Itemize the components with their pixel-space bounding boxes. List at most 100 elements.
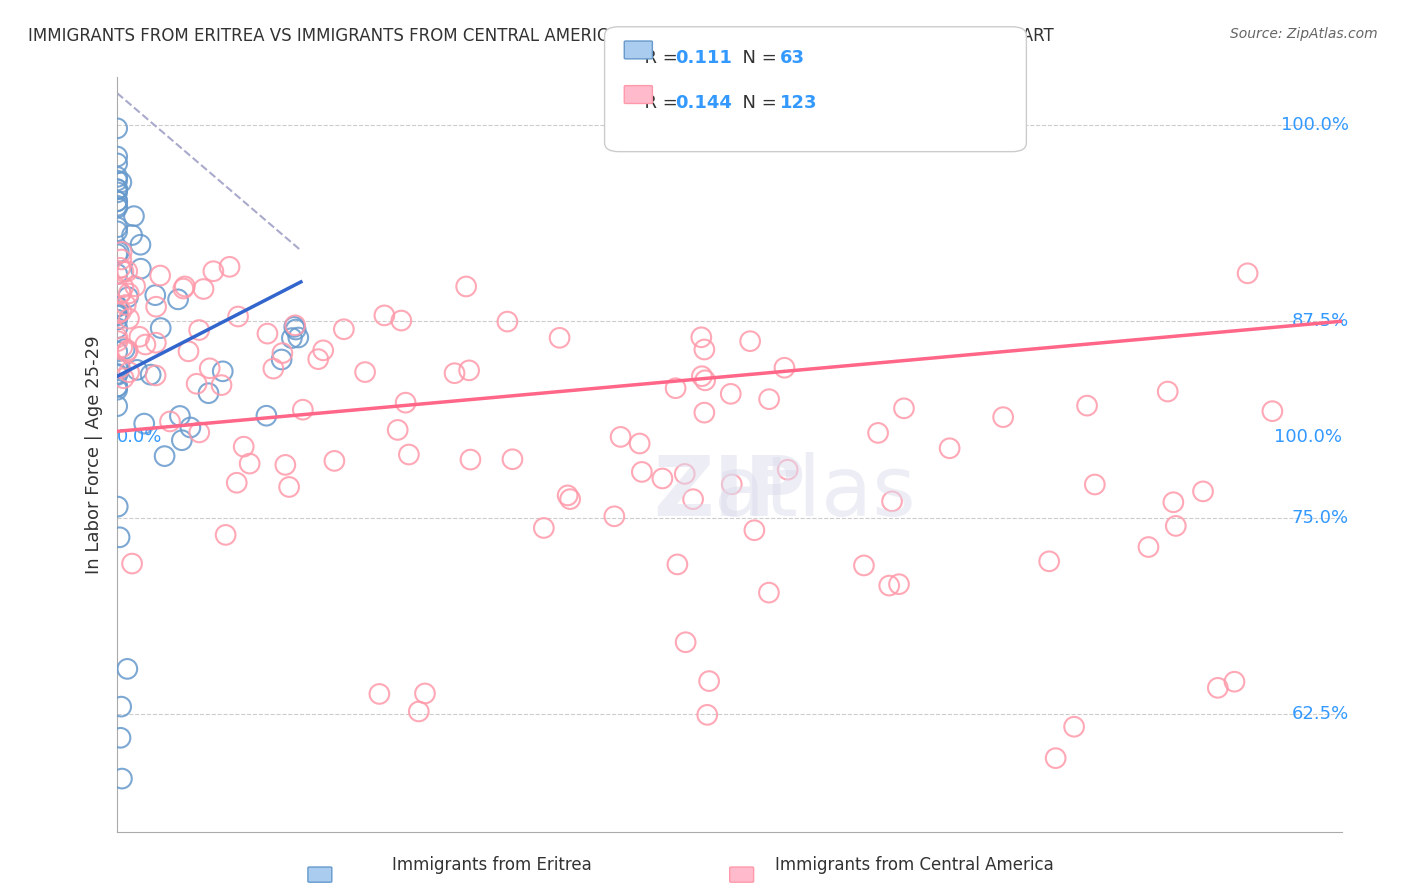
Point	[333, 322, 356, 336]
Point	[270, 352, 292, 367]
Point	[533, 521, 555, 535]
Point	[115, 264, 138, 278]
Point	[108, 361, 131, 376]
Point	[665, 381, 688, 395]
Point	[117, 343, 139, 358]
Point	[232, 440, 254, 454]
Point	[105, 224, 128, 238]
Point	[408, 705, 430, 719]
Point	[1192, 484, 1215, 499]
Point	[720, 477, 742, 491]
Point	[740, 334, 762, 348]
Point	[107, 306, 129, 320]
Point	[105, 194, 128, 209]
Point	[188, 323, 211, 337]
Point	[225, 475, 247, 490]
Point	[145, 368, 167, 383]
Point	[105, 360, 128, 375]
Point	[107, 334, 129, 348]
Point	[284, 318, 307, 333]
Point	[226, 310, 249, 324]
Point	[111, 772, 134, 786]
Point	[548, 331, 571, 345]
Point	[1223, 674, 1246, 689]
Point	[112, 371, 135, 385]
Point	[673, 467, 696, 481]
Point	[117, 290, 139, 304]
Point	[690, 369, 713, 384]
Point	[291, 402, 314, 417]
Point	[443, 366, 465, 380]
Point	[211, 364, 233, 378]
Point	[105, 399, 128, 413]
Point	[758, 392, 780, 407]
Point	[110, 175, 132, 189]
Text: N =: N =	[731, 94, 783, 112]
Point	[373, 309, 395, 323]
Point	[1045, 751, 1067, 765]
Point	[114, 342, 136, 356]
Point	[1084, 477, 1107, 491]
Point	[167, 293, 190, 307]
Point	[105, 182, 128, 196]
Point	[122, 209, 145, 223]
Text: IMMIGRANTS FROM ERITREA VS IMMIGRANTS FROM CENTRAL AMERICA IN LABOR FORCE | AGE : IMMIGRANTS FROM ERITREA VS IMMIGRANTS FR…	[28, 27, 1054, 45]
Point	[651, 471, 673, 485]
Point	[105, 267, 128, 281]
Point	[609, 430, 631, 444]
Point	[111, 340, 134, 354]
Text: 0.144: 0.144	[675, 94, 731, 112]
Point	[105, 383, 128, 397]
Point	[1236, 266, 1258, 280]
Point	[110, 252, 132, 267]
Point	[312, 343, 335, 358]
Point	[1038, 554, 1060, 568]
Text: 63: 63	[780, 49, 806, 67]
Point	[695, 373, 717, 387]
Point	[193, 282, 215, 296]
Point	[1163, 495, 1185, 509]
Point	[105, 344, 128, 359]
Point	[1261, 404, 1284, 418]
Point	[111, 244, 134, 259]
Point	[105, 307, 128, 321]
Text: 75.0%: 75.0%	[1292, 508, 1348, 527]
Point	[389, 313, 412, 327]
Point	[256, 326, 278, 341]
Point	[868, 425, 890, 440]
Point	[105, 309, 128, 323]
Point	[105, 367, 128, 381]
Point	[139, 368, 162, 382]
Point	[354, 365, 377, 379]
Point	[776, 463, 799, 477]
Point	[456, 279, 478, 293]
Point	[239, 457, 262, 471]
Point	[124, 279, 146, 293]
Point	[105, 194, 128, 209]
Point	[105, 380, 128, 394]
Point	[149, 268, 172, 283]
Text: Immigrants from Eritrea: Immigrants from Eritrea	[392, 856, 592, 874]
Text: Immigrants from Central America: Immigrants from Central America	[775, 856, 1053, 874]
Point	[121, 227, 143, 242]
Point	[496, 315, 519, 329]
Point	[153, 449, 176, 463]
Point	[666, 558, 689, 572]
Point	[179, 420, 201, 434]
Point	[696, 707, 718, 722]
Point	[394, 395, 416, 409]
Point	[105, 220, 128, 235]
Point	[129, 237, 152, 252]
Point	[170, 434, 193, 448]
Point	[198, 361, 221, 376]
Text: 100.0%: 100.0%	[1274, 428, 1341, 447]
Y-axis label: In Labor Force | Age 25-29: In Labor Force | Age 25-29	[86, 335, 103, 574]
Point	[149, 321, 172, 335]
Point	[690, 330, 713, 344]
Point	[197, 386, 219, 401]
Point	[758, 585, 780, 599]
Point	[262, 361, 284, 376]
Point	[1076, 399, 1098, 413]
Point	[110, 285, 132, 300]
Point	[283, 319, 305, 334]
